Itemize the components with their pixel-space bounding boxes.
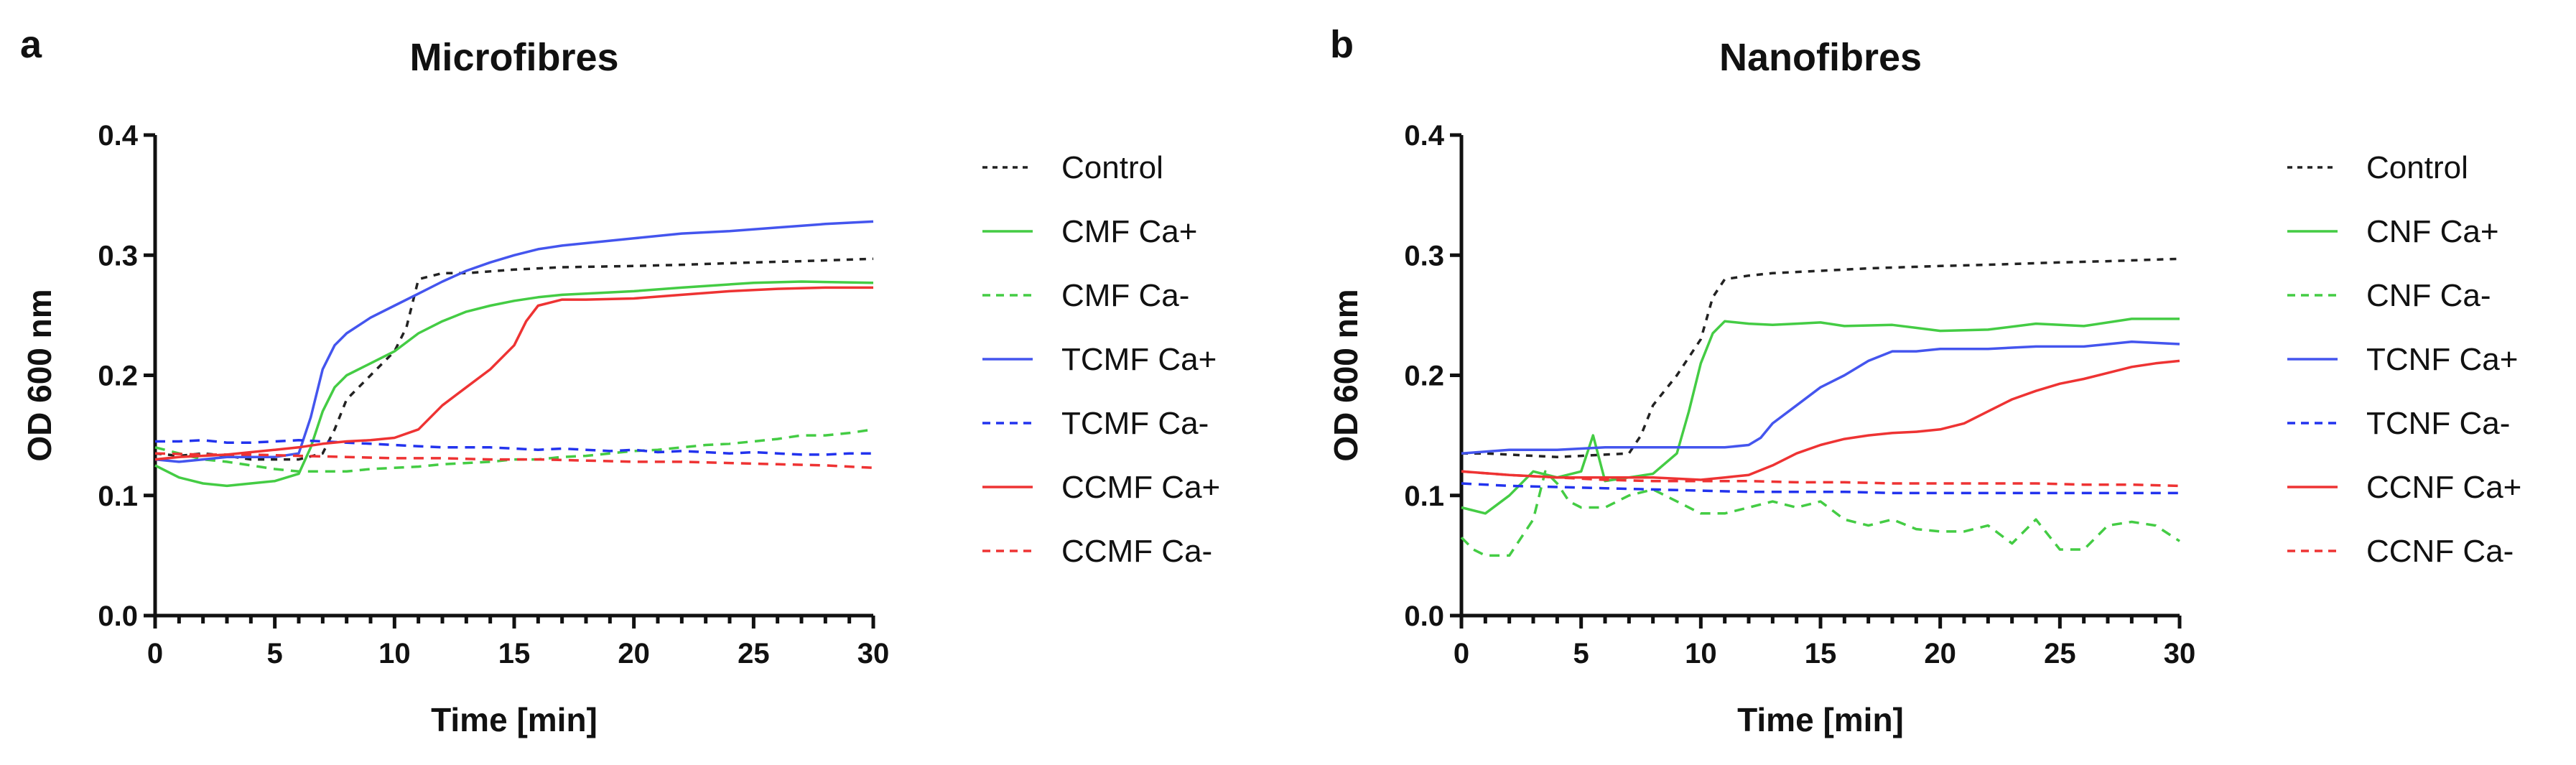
y-tick-label: 0.0 [1404, 601, 1444, 632]
x-tick-label: 30 [857, 638, 890, 669]
legend-label: CCNF Ca+ [2366, 470, 2521, 505]
series-line-tcnf-ca [1461, 340, 2180, 455]
panel-letter: a [20, 23, 42, 66]
y-tick-label: 0.3 [98, 240, 138, 272]
y-tick-label: 0.1 [98, 481, 138, 512]
x-tick-label: 25 [2044, 638, 2076, 669]
x-tick-label: 20 [618, 638, 650, 669]
chart-title: Microfibres [409, 36, 618, 79]
x-tick-label: 10 [378, 638, 411, 669]
x-tick-label: 5 [267, 638, 283, 669]
x-tick-label: 15 [498, 638, 531, 669]
y-tick-label: 0.4 [98, 120, 138, 152]
x-tick-label: 5 [1573, 638, 1589, 669]
y-tick-label: 0.2 [1404, 361, 1444, 392]
legend: Control CMF Ca+ CMF Ca- TCMF Ca+ TCMF Ca- CCM… [982, 150, 1220, 569]
y-axis-label: OD 600 nm [1327, 289, 1364, 461]
legend-label: Control [2366, 150, 2468, 185]
legend-label: CCNF Ca- [2366, 534, 2514, 569]
x-tick-label: 25 [738, 638, 770, 669]
legend-label: CMF Ca- [1061, 278, 1189, 313]
x-axis-label: Time [min] [431, 701, 597, 738]
panel-a: a Microfibres 0.0 0.1 0.2 0.3 0.4 0 5 10 15 20 25 30 T… [20, 23, 1220, 738]
series-line-tcmf-ca [155, 439, 873, 456]
x-axis-label: Time [min] [1737, 701, 1904, 738]
chart-title: Nanofibres [1719, 36, 1922, 79]
legend-label: Control [1061, 150, 1163, 185]
y-tick-label: 0.4 [1404, 120, 1444, 152]
x-tick-label: 30 [2164, 638, 2196, 669]
legend-label: CNF Ca- [2366, 278, 2491, 313]
panel-letter: b [1330, 23, 1354, 66]
legend-label: TCMF Ca- [1061, 406, 1209, 441]
legend-label: CNF Ca+ [2366, 214, 2499, 249]
series-line-cmf-ca [154, 280, 874, 488]
legend-label: TCNF Ca+ [2366, 342, 2518, 377]
x-tick-label: 0 [1454, 638, 1469, 669]
y-axis-label: OD 600 nm [21, 289, 58, 461]
x-tick-label: 0 [147, 638, 163, 669]
legend-label: CMF Ca+ [1061, 214, 1197, 249]
series-line-ccmf-ca [154, 286, 873, 461]
x-tick-label: 10 [1685, 638, 1717, 669]
y-tick-label: 0.2 [98, 361, 138, 392]
series-line-cnf-ca [1461, 317, 2180, 515]
panel-b: b Nanofibres 0.0 0.1 0.2 0.3 0.4 0 5 10 15 20 25 30 Ti… [1327, 23, 2521, 738]
legend-label: TCNF Ca- [2366, 406, 2510, 441]
legend-label: CCMF Ca- [1061, 534, 1212, 569]
y-tick-label: 0.3 [1404, 240, 1444, 272]
x-tick-label: 20 [1924, 638, 1956, 669]
legend: Control CNF Ca+ CNF Ca- TCNF Ca+ TCNF Ca- CCN… [2287, 150, 2521, 569]
legend-label: CCMF Ca+ [1061, 470, 1220, 505]
series-line-tcmf-ca [154, 220, 874, 463]
y-tick-label: 0.1 [1404, 481, 1444, 512]
y-tick-label: 0.0 [98, 601, 138, 632]
series-line-control [1461, 257, 2180, 458]
series-line-ccnf-ca [1461, 359, 2180, 481]
x-tick-label: 15 [1805, 638, 1837, 669]
legend-label: TCMF Ca+ [1061, 342, 1217, 377]
series-line-cmf-ca [154, 428, 874, 473]
